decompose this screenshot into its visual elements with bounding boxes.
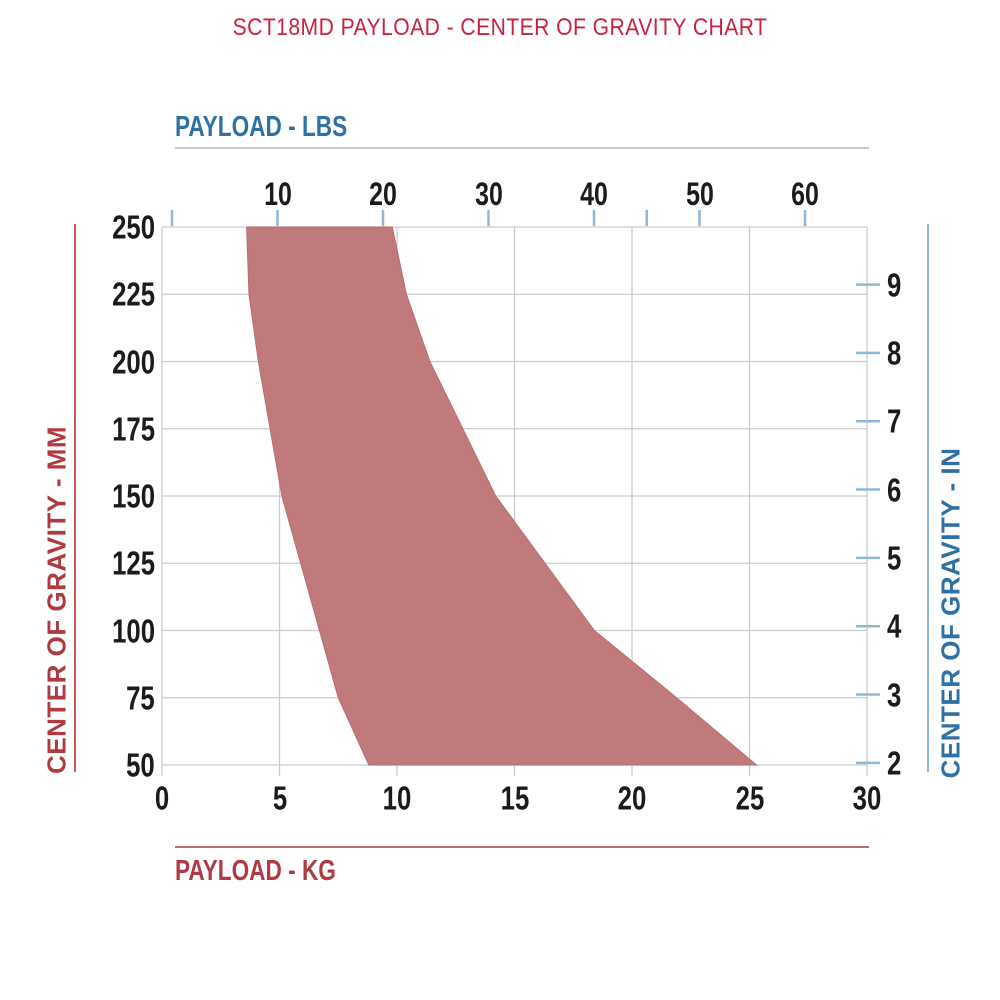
top-tick-label: 30 bbox=[474, 176, 503, 212]
right-tick-label: 2 bbox=[887, 744, 902, 782]
bottom-tick-label: 25 bbox=[735, 779, 764, 817]
left-tick-label: 50 bbox=[126, 746, 155, 784]
bottom-tick-label: 5 bbox=[272, 779, 287, 817]
left-tick-label: 100 bbox=[112, 612, 155, 649]
left-tick-label: 150 bbox=[112, 477, 155, 515]
bottom-axis-rule bbox=[175, 846, 869, 848]
bottom-tick-label: 0 bbox=[154, 779, 170, 817]
right-axis-title: CENTER OF GRAVITY - IN bbox=[935, 447, 966, 779]
right-tick-label: 8 bbox=[887, 334, 902, 372]
right-tick-label: 3 bbox=[887, 676, 902, 714]
left-tick-label: 250 bbox=[112, 208, 155, 246]
right-tick-label: 4 bbox=[887, 607, 902, 645]
chart-title: SCT18MD PAYLOAD - CENTER OF GRAVITY CHAR… bbox=[232, 14, 768, 41]
right-tick-label: 5 bbox=[887, 539, 902, 577]
right-tick-label: 7 bbox=[887, 402, 902, 440]
bottom-tick-label: 15 bbox=[500, 779, 529, 817]
cg-envelope-region bbox=[246, 226, 758, 766]
bottom-tick-label: 30 bbox=[852, 779, 882, 817]
top-tick-label: 60 bbox=[791, 176, 819, 212]
left-axis-title: CENTER OF GRAVITY - MM bbox=[41, 425, 72, 775]
bottom-axis-title: PAYLOAD - KG bbox=[175, 855, 336, 887]
right-tick-label: 9 bbox=[887, 266, 902, 304]
top-tick-label: 10 bbox=[263, 176, 292, 212]
bottom-tick-label: 10 bbox=[382, 779, 412, 817]
top-tick-label: 40 bbox=[580, 176, 608, 212]
top-axis-rule bbox=[175, 147, 869, 149]
right-tick-label: 6 bbox=[887, 471, 902, 509]
left-tick-label: 75 bbox=[126, 679, 155, 717]
left-tick-label: 225 bbox=[112, 275, 155, 313]
top-tick-label: 20 bbox=[369, 176, 397, 212]
bottom-tick-label: 20 bbox=[617, 779, 647, 817]
left-tick-label: 200 bbox=[112, 343, 155, 380]
left-tick-label: 125 bbox=[112, 544, 155, 582]
left-tick-label: 175 bbox=[112, 410, 155, 448]
top-tick-label: 50 bbox=[685, 176, 714, 212]
top-axis-title: PAYLOAD - LBS bbox=[175, 111, 348, 143]
